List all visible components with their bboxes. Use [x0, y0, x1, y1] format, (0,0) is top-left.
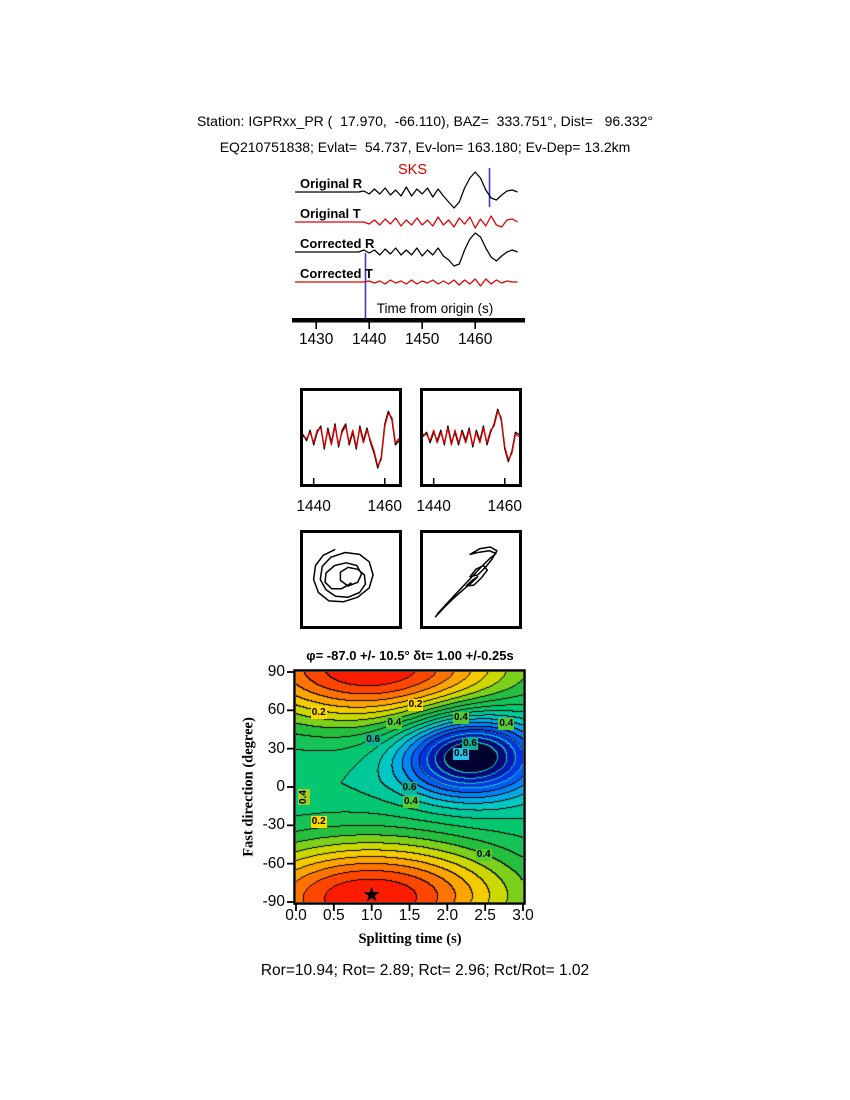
compare-box-tick-label: 1440 [296, 498, 331, 515]
map-xlabel: Splitting time (s) [358, 931, 462, 947]
contour-annotation-label: 0.4 [453, 712, 469, 724]
trace-label-corrected-t: Corrected T [300, 266, 373, 281]
map-xtick-label: 1.0 [360, 907, 383, 924]
map-xtick-label: 1.5 [398, 907, 421, 924]
contour-annotation-label: 0.8 [453, 747, 469, 760]
contour-annotation-label: 0.4 [297, 789, 310, 806]
map-title: φ= -87.0 +/- 10.5° δt= 1.00 +/-0.25s [306, 648, 514, 663]
map-ytick-label: 30 [267, 739, 285, 757]
best-solution-star: ★ [362, 883, 382, 907]
map-xtick-label: 3.0 [512, 907, 534, 924]
contour-annotation-label: 0.4 [403, 796, 419, 809]
compare-box-tick-label: 1440 [416, 498, 451, 515]
map-xtick-label: 0.5 [323, 907, 345, 924]
time-axis-tick-label: 1460 [457, 331, 493, 348]
contour-annotation-label: 0.6 [462, 737, 478, 750]
trace-label-original-t: Original T [300, 206, 361, 221]
contour-annotation-label: 0.6 [401, 782, 418, 795]
map-xtick-label: 2.5 [474, 907, 496, 924]
trace-label-original-r: Original R [300, 176, 363, 191]
trace-label-corrected-r: Corrected R [300, 236, 375, 251]
map-ytick-label: -30 [262, 816, 285, 834]
contour-annotation-label: 0.4 [475, 848, 492, 861]
contour-annotation-label: 0.2 [310, 815, 327, 828]
time-axis-tick-label: 1430 [298, 331, 334, 348]
contour-annotation-label: 0.2 [310, 706, 327, 719]
time-axis-tick-label: 1450 [404, 331, 440, 348]
map-ytick-label: 90 [267, 663, 285, 680]
map-ytick-label: 60 [267, 701, 285, 719]
map-ytick-label: -90 [262, 893, 285, 910]
compare-box-tick-label: 1460 [487, 498, 522, 515]
map-xtick-label: 0.0 [285, 907, 307, 924]
contour-annotation-label: 0.6 [365, 733, 382, 746]
map-ytick-label: -60 [262, 854, 285, 872]
contour-annotation-label: 0.2 [407, 699, 424, 712]
footer-stats: Ror=10.94; Rot= 2.89; Rct= 2.96; Rct/Rot… [260, 962, 590, 979]
time-axis-title: Time from origin (s) [376, 301, 494, 316]
event-info-line: EQ210751838; Evlat= 54.737, Ev-lon= 163.… [219, 139, 631, 155]
contour-annotation-label: 0.4 [498, 718, 515, 731]
time-axis-tick-label: 1440 [351, 331, 387, 348]
compare-box-tick-label: 1460 [367, 498, 402, 515]
map-ytick-label: 0 [276, 778, 285, 795]
phase-label-sks: SKS [398, 162, 428, 178]
contour-annotation-label: 0.4 [386, 717, 403, 730]
station-info-line: Station: IGPRxx_PR ( 17.970, -66.110), B… [196, 113, 654, 129]
map-xtick-label: 2.0 [436, 907, 459, 924]
